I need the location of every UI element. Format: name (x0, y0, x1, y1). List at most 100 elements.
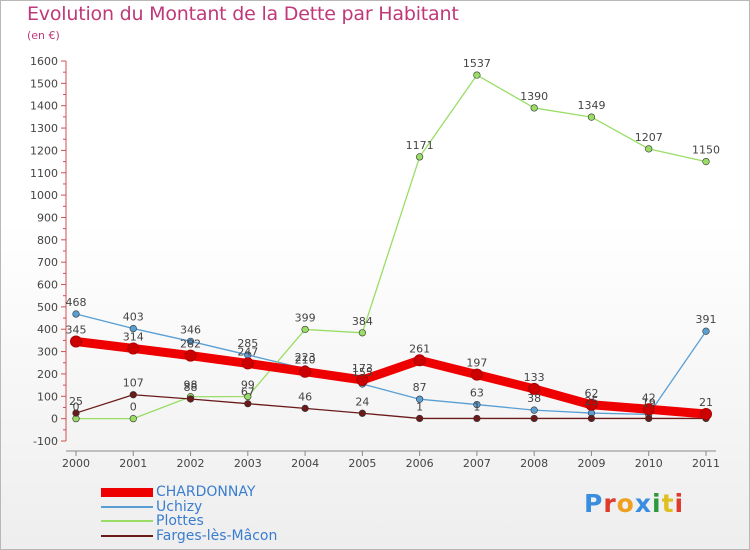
data-point-2 (587, 113, 596, 121)
y-tick-label: 1200 (30, 144, 58, 157)
proxiti-logo: Proxiti (584, 489, 684, 518)
data-point-1 (473, 400, 481, 409)
data-label-0: 261 (409, 342, 430, 355)
x-tick-label: 2005 (348, 457, 376, 470)
data-label-2: 0 (130, 401, 137, 414)
data-point-chardonnay (184, 349, 197, 362)
data-label-2: 384 (352, 315, 373, 328)
logo-letter: i (652, 489, 662, 518)
legend-label: Uchizy (156, 498, 203, 515)
data-label-1: 285 (237, 337, 258, 350)
data-label-0: 42 (642, 391, 656, 404)
y-tick-label: 1600 (30, 55, 58, 68)
data-point-2 (530, 104, 538, 112)
data-label-1: 19 (642, 396, 656, 409)
data-labels: 345 314 282 247 210 173 261 197 133 62 42 21 468 403 3… (66, 57, 721, 414)
data-point-3 (301, 404, 309, 412)
data-label-0: 210 (295, 354, 316, 367)
data-label-1: 346 (180, 323, 201, 336)
series-line-1 (75, 313, 707, 416)
data-point-1 (186, 337, 195, 345)
data-label-3: 107 (123, 377, 144, 390)
data-point-3 (530, 414, 538, 423)
data-point-chardonnay (700, 407, 712, 420)
legend-label: CHARDONNAY (156, 484, 256, 500)
data-label-2: 399 (295, 311, 316, 324)
data-label-2: 1171 (406, 139, 434, 152)
x-tick-label: 2007 (463, 457, 491, 470)
data-label-1: 391 (696, 313, 717, 326)
data-label-0: 62 (584, 387, 598, 400)
data-point-2 (416, 153, 424, 161)
logo-letter: i (674, 489, 685, 518)
data-point-3 (473, 414, 481, 423)
data-point-chardonnay (127, 342, 140, 355)
data-point-3 (645, 414, 653, 423)
data-point-chardonnay (356, 373, 369, 386)
x-tick-label: 2010 (635, 457, 663, 470)
data-point-chardonnay (642, 403, 655, 416)
y-tick-label: 900 (37, 211, 58, 224)
data-point-2 (358, 329, 366, 337)
data-point-3 (358, 409, 366, 417)
y-tick-label: 300 (37, 346, 58, 359)
x-tick-label: 2000 (62, 457, 90, 470)
y-tick-label: 1100 (30, 167, 58, 180)
data-label-1: 38 (527, 392, 541, 405)
y-tick-label: 1500 (30, 77, 58, 90)
data-point-2 (473, 71, 481, 79)
data-label-1: 468 (66, 296, 87, 309)
series-line-3 (75, 394, 707, 420)
data-label-0: 314 (123, 330, 144, 343)
logo-letter: o (616, 489, 635, 518)
data-label-1: 63 (470, 387, 484, 400)
data-point-2 (301, 325, 309, 334)
x-tick-label: 2006 (406, 457, 434, 470)
data-label-2: 99 (241, 379, 255, 392)
logo-letter: t (661, 489, 675, 518)
data-point-chardonnay (528, 382, 541, 395)
data-point-chardonnay (299, 365, 312, 378)
data-point-chardonnay (470, 368, 483, 381)
legend-swatch (101, 534, 153, 537)
data-point-2 (702, 157, 710, 166)
series-line-0 (71, 337, 711, 419)
x-tick-label: 2009 (577, 457, 605, 470)
y-tick-label: -100 (33, 435, 58, 448)
logo-letter: P (584, 489, 604, 518)
data-label-1: 223 (295, 351, 316, 364)
legend-label: Plottes (156, 513, 204, 529)
data-point-chardonnay (413, 354, 426, 367)
data-point-2 (129, 415, 137, 423)
data-point-3 (416, 414, 424, 423)
x-tick-label: 2008 (520, 457, 548, 470)
data-label-3: 88 (184, 381, 198, 394)
logo-letter: x (634, 489, 652, 518)
data-label-1: 25 (584, 395, 598, 408)
chart-title: Evolution du Montant de la Dette par Hab… (27, 3, 459, 25)
y-tick-label: 600 (37, 279, 58, 292)
data-label-2: 1537 (463, 57, 491, 70)
x-tick-label: 2011 (692, 457, 720, 470)
data-point-3 (244, 400, 252, 408)
data-point-3 (129, 391, 137, 399)
data-label-3: 24 (355, 395, 369, 408)
y-tick-label: 0 (51, 413, 58, 426)
data-point-3 (186, 395, 195, 403)
data-label-0: 282 (180, 338, 201, 351)
data-label-3: 25 (69, 395, 83, 408)
data-point-1 (702, 327, 710, 335)
data-label-0: 197 (466, 357, 487, 370)
data-label-3: 46 (298, 390, 312, 403)
data-label-1: 403 (123, 311, 144, 324)
x-tick-label: 2002 (177, 457, 205, 470)
data-point-1 (72, 310, 80, 318)
y-tick-label: 800 (37, 234, 58, 247)
data-point-1 (416, 395, 424, 403)
data-label-3: 1 (416, 400, 423, 413)
chart-subtitle: (en €) (27, 29, 60, 42)
data-label-0: 133 (524, 371, 545, 384)
series-lines (71, 74, 711, 420)
